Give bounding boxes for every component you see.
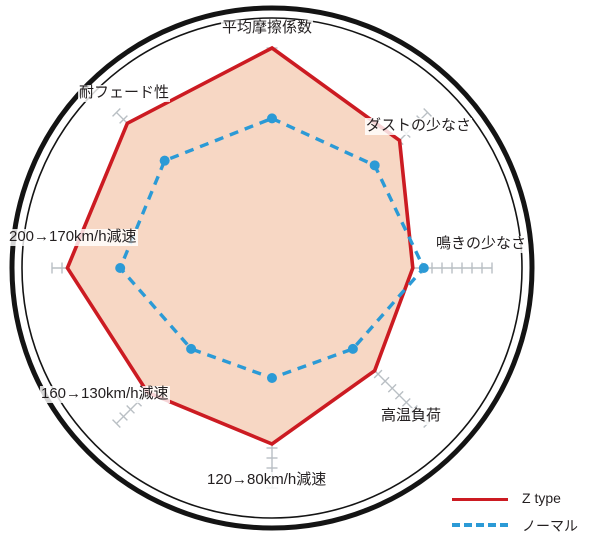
legend-label-z-type: Z type xyxy=(522,490,561,506)
series-points xyxy=(115,113,429,383)
legend-item-normal: ノーマル xyxy=(452,513,596,539)
axis-label-6: 200→170km/h減速 xyxy=(8,228,138,246)
axis-label-7: 耐フェード性 xyxy=(78,84,171,102)
legend-label-normal: ノーマル xyxy=(522,518,578,534)
decorative-rings xyxy=(9,5,535,531)
axis-label-4: 120→80km/h減速 xyxy=(206,471,328,489)
axis-label-5: 160→130km/h減速 xyxy=(40,385,170,403)
axis-label-0: 平均摩擦係数 xyxy=(221,19,314,37)
axis-label-1: ダストの少なさ xyxy=(365,117,473,135)
series-fills xyxy=(67,48,413,444)
chart-legend: Z type ノーマル xyxy=(452,487,596,539)
axis-label-2: 鳴きの少なさ xyxy=(435,235,528,253)
legend-line-swatch-dashed xyxy=(452,523,508,527)
legend-item-z-type: Z type xyxy=(452,487,596,513)
axis-label-3: 高温負荷 xyxy=(380,407,443,425)
legend-line-swatch-solid xyxy=(452,498,508,501)
